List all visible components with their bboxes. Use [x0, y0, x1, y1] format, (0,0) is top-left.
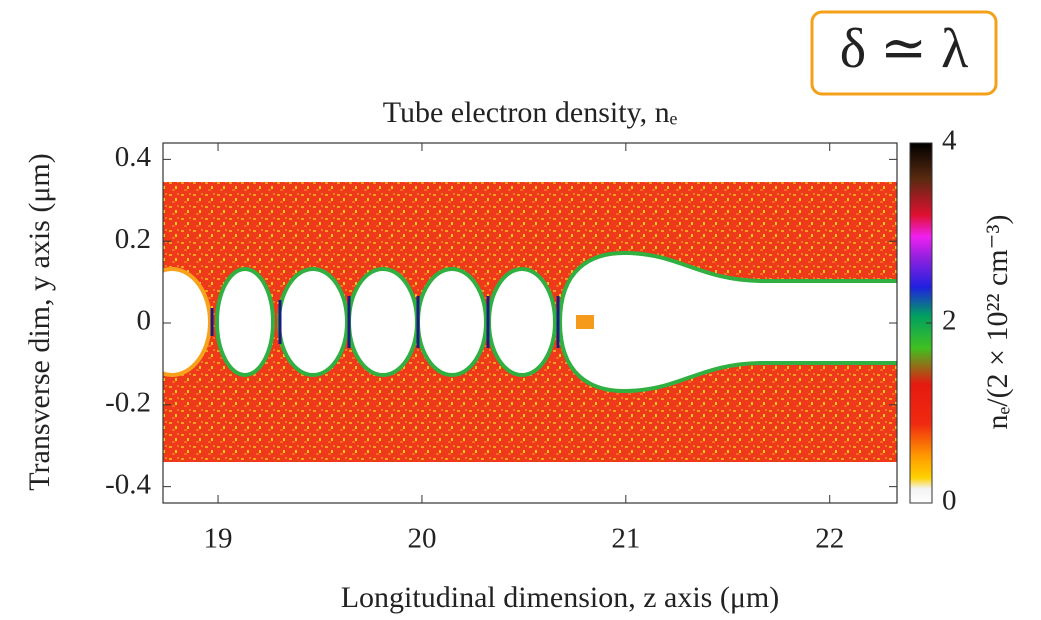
- x-axis-label: Longitudinal dimension, z axis (μm): [341, 581, 780, 614]
- chart-title: Tube electron density, nₑ: [383, 96, 678, 129]
- y-tick-label: 0: [137, 305, 152, 337]
- x-tick-label: 22: [815, 523, 844, 555]
- annotation-box: [810, 10, 998, 96]
- annotation: δ ≃ λ: [840, 18, 968, 80]
- colorbar-tick-label: 0: [942, 485, 957, 517]
- y-axis-label: Transverse dim, y axis (μm): [23, 153, 56, 490]
- y-tick-label: -0.4: [105, 468, 151, 500]
- y-tick-label: 0.4: [115, 141, 152, 173]
- y-tick-label: 0.2: [115, 223, 151, 255]
- density-field: [163, 182, 897, 462]
- bubbles: [163, 250, 897, 394]
- x-tick-label: 20: [407, 523, 436, 555]
- y-tick-label: -0.2: [105, 386, 151, 418]
- colorbar-label: nₑ/(2 × 10²² cm⁻³): [981, 215, 1014, 430]
- colorbar-tick-label: 4: [942, 125, 957, 157]
- x-tick-label: 19: [204, 523, 233, 555]
- x-tick-label: 21: [611, 523, 640, 555]
- colorbar-tick-label: 2: [942, 305, 957, 337]
- electron-bunch: [576, 315, 594, 329]
- bubble-edges: [210, 296, 560, 348]
